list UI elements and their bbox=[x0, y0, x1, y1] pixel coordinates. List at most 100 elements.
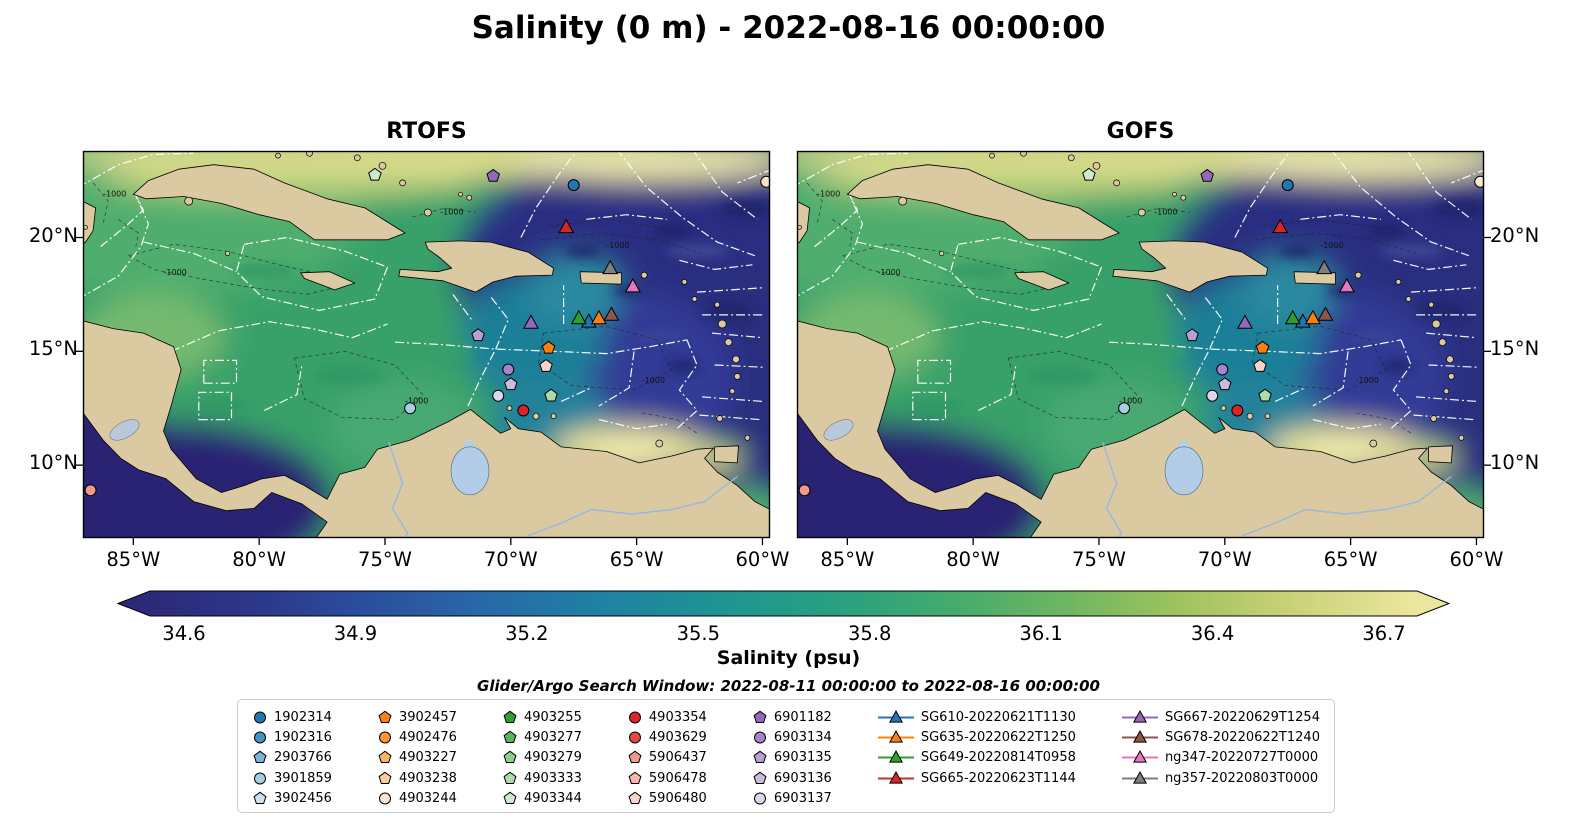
river bbox=[1102, 442, 1123, 538]
legend-label: 4903244 bbox=[398, 791, 457, 807]
map-marker-3902457 bbox=[541, 340, 556, 354]
glider-track-icon bbox=[1121, 730, 1158, 743]
axis-ticks bbox=[76, 236, 764, 545]
legend-item: 4903354 bbox=[627, 707, 707, 727]
land-layer bbox=[83, 151, 770, 538]
lake-maracaibo bbox=[450, 446, 490, 496]
land bbox=[1112, 240, 1268, 293]
legend-label: 4903354 bbox=[648, 709, 707, 725]
legend-column-argo: 4903354 4903629 5906437 5906478 5906480 bbox=[627, 707, 707, 809]
map-marker-6903135 bbox=[471, 328, 485, 342]
map-marker-SG665-20220623T1144 bbox=[558, 218, 575, 234]
map-marker-1902314 bbox=[567, 179, 580, 192]
observation-markers bbox=[798, 167, 1484, 497]
river bbox=[1435, 475, 1452, 489]
legend-item: SG610-20220621T1130 bbox=[877, 707, 1076, 727]
river bbox=[388, 442, 409, 538]
depth-contour-label: -1000 bbox=[606, 241, 629, 250]
legend-label: SG667-20220629T1254 bbox=[1164, 709, 1320, 725]
legend-label: SG665-20220623T1144 bbox=[920, 770, 1076, 786]
legend-label: 4903227 bbox=[398, 750, 457, 766]
map-gofs: -1000 -1000 -1000 -1000 -1000 -1000 bbox=[796, 150, 1491, 545]
map-marker-6903135 bbox=[1185, 328, 1199, 342]
legend-column-argo: 6901182 6903134 6903135 6903136 6903137 bbox=[752, 707, 832, 809]
legend-label: ng347-20220727T0000 bbox=[1164, 750, 1319, 766]
glider-track-icon bbox=[877, 750, 914, 764]
legend-column-argo: 3902457 4902476 4903227 4903238 4903244 bbox=[377, 707, 457, 809]
map-marker-6901182 bbox=[486, 168, 500, 182]
legend-item: 1902316 bbox=[252, 727, 332, 747]
river bbox=[528, 487, 723, 537]
land bbox=[797, 320, 1484, 538]
pentagon-marker-icon bbox=[378, 751, 392, 764]
ocean-eddies bbox=[911, 199, 1484, 414]
lon-tick-label: 60°W bbox=[735, 548, 790, 571]
depth-contour-label: -1000 bbox=[164, 268, 187, 277]
glider-track-icon bbox=[1121, 770, 1158, 784]
legend-item: 4903244 bbox=[377, 789, 457, 809]
map-marker-SG649-20220814T0958 bbox=[570, 309, 587, 325]
depth-contour-label: -1000 bbox=[878, 268, 901, 277]
axis-ticks bbox=[846, 236, 1491, 545]
legend-column-glider: SG667-20220629T1254 SG678-20220622T1240 ng… bbox=[1121, 707, 1320, 789]
legend-label: SG610-20220621T1130 bbox=[920, 709, 1076, 725]
map-marker-3901859 bbox=[404, 402, 417, 415]
map-marker-5906480 bbox=[1253, 359, 1267, 372]
map-marker-4903344 bbox=[1082, 167, 1096, 181]
map-marker-4903333 bbox=[544, 388, 558, 402]
legend-item: SG665-20220623T1144 bbox=[877, 768, 1076, 788]
legend-item: 1902314 bbox=[252, 707, 332, 727]
colorbar-label: Salinity (psu) bbox=[716, 647, 861, 669]
legend-item: 4903238 bbox=[377, 768, 457, 788]
lat-tick-label: 10°N bbox=[1490, 451, 1540, 475]
map-marker-ng357-20220803T0000 bbox=[1316, 259, 1333, 275]
legend-item: SG635-20220622T1250 bbox=[877, 727, 1076, 747]
colorbar-tick: 35.8 bbox=[848, 622, 892, 645]
map-marker-5906437 bbox=[798, 484, 811, 497]
map-marker-6903134 bbox=[502, 363, 515, 376]
map-marker-3901859 bbox=[1118, 402, 1131, 415]
bathymetry-contours: -1000 -1000 -1000 -1000 -1000 -1000 bbox=[806, 182, 1417, 434]
legend-label: 3902456 bbox=[274, 791, 332, 807]
map-marker-6903136 bbox=[504, 377, 518, 391]
pentagon-marker-icon bbox=[628, 751, 642, 764]
pentagon-marker-icon bbox=[503, 730, 517, 744]
legend-label: 5906437 bbox=[648, 750, 707, 766]
depth-contour-label: -1000 bbox=[1320, 241, 1343, 250]
legend-item: 4903333 bbox=[502, 768, 582, 788]
legend-label: 4903333 bbox=[523, 770, 582, 786]
map-marker-SG649-20220814T0958 bbox=[1284, 309, 1301, 325]
legend-label: SG649-20220814T0958 bbox=[920, 750, 1076, 766]
legend-item: 3902456 bbox=[252, 789, 332, 809]
depth-contour-label: -1000 bbox=[1119, 397, 1142, 406]
legend-item: 6901182 bbox=[752, 707, 832, 727]
lon-tick-label: 85°W bbox=[106, 548, 161, 571]
pentagon-marker-icon bbox=[753, 710, 767, 723]
map-marker-ng357-20220803T0000 bbox=[602, 259, 619, 275]
legend-item: 4903255 bbox=[502, 707, 582, 727]
legend-item: 5906480 bbox=[627, 789, 707, 809]
map-marker-4903344 bbox=[368, 167, 382, 181]
lon-tick-label: 85°W bbox=[820, 548, 875, 571]
map-marker-4903244 bbox=[1474, 175, 1484, 188]
legend-label: 2903766 bbox=[274, 750, 332, 766]
legend-item: 3901859 bbox=[252, 768, 332, 788]
legend-label: 1902314 bbox=[274, 709, 332, 725]
map-marker-6903137 bbox=[492, 389, 505, 402]
colorbar-tick: 34.9 bbox=[333, 622, 378, 645]
lon-tick-label: 70°W bbox=[1197, 548, 1252, 571]
map-marker-ng347-20220727T0000 bbox=[1338, 277, 1355, 293]
colorbar-tick: 35.2 bbox=[505, 622, 549, 645]
map-marker-4903333 bbox=[1258, 388, 1272, 402]
legend-item: 6903135 bbox=[752, 748, 832, 768]
pentagon-marker-icon bbox=[503, 791, 517, 805]
colorbar-tick: 36.4 bbox=[1190, 622, 1235, 645]
legend-item: ng357-20220803T0000 bbox=[1121, 768, 1320, 788]
legend-label: 6903135 bbox=[773, 750, 832, 766]
circle-marker-icon bbox=[628, 731, 641, 744]
legend-label: 4903255 bbox=[523, 709, 582, 725]
panel-title-rtofs: RTOFS bbox=[386, 119, 467, 144]
map-frame bbox=[82, 150, 771, 539]
map-marker-SG667-20220629T1254 bbox=[522, 314, 539, 329]
land bbox=[398, 240, 554, 293]
